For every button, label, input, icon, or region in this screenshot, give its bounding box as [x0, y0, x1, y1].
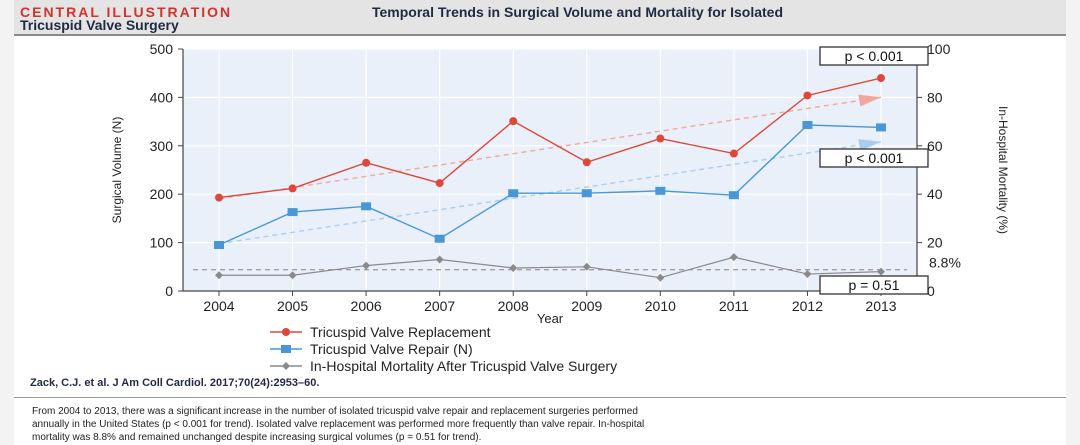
repair-point — [434, 234, 445, 243]
left-tick-label: 0 — [165, 283, 173, 299]
repair-point — [802, 120, 813, 129]
right-tick-label: 40 — [927, 186, 943, 202]
mortality-legend-label: In-Hospital Mortality After Tricuspid Va… — [310, 358, 617, 374]
caption-line-2: annually in the United States (p < 0.001… — [32, 419, 645, 430]
repair-legend-label: Tricuspid Valve Repair (N) — [310, 341, 473, 357]
repair-pvalue-box — [819, 148, 929, 168]
figure-title-line-1: Temporal Trends in Surgical Volume and M… — [372, 4, 783, 20]
mortality-point — [877, 267, 885, 276]
citation: Zack, C.J. et al. J Am Coll Cardiol. 201… — [30, 377, 320, 389]
right-margin — [1066, 0, 1080, 445]
x-tick-label: 2005 — [277, 298, 308, 314]
mortality-pvalue-box — [819, 275, 929, 295]
repair-point — [214, 241, 224, 250]
mortality-point — [215, 271, 223, 280]
replacement-point — [435, 179, 444, 188]
mortality-point — [362, 261, 371, 270]
repair-point — [361, 202, 372, 211]
mortality-pvalue: p = 0.51 — [849, 277, 900, 293]
figure-caption: From 2004 to 2013, there was a significa… — [32, 405, 1052, 444]
replacement-legend-marker — [282, 328, 290, 336]
x-tick-label: 2009 — [571, 298, 602, 314]
left-tick-label: 100 — [150, 235, 174, 251]
figure-header — [14, 0, 1066, 34]
replacement-point — [729, 149, 738, 158]
x-tick-label: 2007 — [424, 298, 455, 314]
repair-legend-marker — [281, 345, 291, 353]
left-tick-label: 500 — [150, 41, 174, 57]
replacement-point — [803, 91, 812, 100]
x-tick-label: 2004 — [203, 298, 234, 314]
replacement-point — [509, 117, 518, 126]
replacement-trend-arrow — [858, 94, 881, 107]
left-margin — [0, 0, 14, 445]
x-axis-label: Year — [537, 311, 564, 326]
mortality-point — [582, 262, 591, 271]
left-axis-label: Surgical Volume (N) — [110, 117, 124, 224]
left-tick-label: 200 — [150, 186, 174, 202]
x-tick-label: 2010 — [645, 298, 676, 314]
right-tick-label: 60 — [927, 138, 943, 154]
repair-series-line — [218, 124, 882, 246]
replacement-point — [656, 134, 665, 143]
repair-point — [655, 186, 666, 195]
repair-point — [876, 123, 886, 132]
x-tick-label: 2011 — [719, 298, 749, 314]
repair-point — [581, 189, 592, 198]
replacement-point — [877, 74, 885, 83]
replacement-point — [215, 193, 223, 202]
replacement-point — [582, 158, 591, 167]
left-tick-label: 300 — [150, 138, 174, 154]
repair-point — [728, 191, 739, 200]
replacement-point — [362, 158, 371, 167]
plot-area — [183, 49, 917, 291]
x-tick-label: 2006 — [351, 298, 382, 314]
mortality-point — [656, 273, 665, 282]
mortality-legend-marker — [282, 362, 290, 370]
right-tick-label: 20 — [927, 235, 943, 251]
repair-point — [287, 208, 298, 217]
figure-title-line-2: Tricuspid Valve Surgery — [20, 17, 179, 33]
caption-line-1: From 2004 to 2013, there was a significa… — [32, 406, 638, 417]
central-illustration-tag: CENTRAL ILLUSTRATION — [20, 4, 233, 20]
right-tick-label: 0 — [927, 283, 935, 299]
replacement-pvalue: p < 0.001 — [845, 48, 904, 64]
repair-point — [508, 189, 519, 198]
right-tick-label: 100 — [927, 41, 951, 57]
caption-line-3: mortality was 8.8% and remained unchange… — [32, 432, 482, 443]
mortality-point — [729, 253, 738, 262]
mortality-series-line — [219, 256, 882, 279]
trend-chart: 0 100 200 300 400 500 0 20 40 60 80 100 2004 2005 2006… — [110, 41, 1010, 374]
replacement-series-line — [218, 77, 882, 199]
mortality-point — [803, 270, 812, 279]
left-tick-label: 400 — [150, 89, 174, 105]
mortality-point — [288, 271, 297, 280]
right-axis-label: In-Hospital Mortality (%) — [996, 106, 1010, 234]
x-tick-label: 2012 — [792, 298, 823, 314]
right-tick-label: 80 — [927, 89, 943, 105]
x-tick-label: 2008 — [498, 298, 529, 314]
replacement-trend-line — [218, 96, 882, 200]
repair-pvalue: p < 0.001 — [845, 150, 904, 166]
replacement-legend-label: Tricuspid Valve Replacement — [310, 324, 491, 340]
mortality-point — [509, 264, 518, 273]
replacement-point — [288, 184, 297, 193]
header-divider — [14, 34, 1066, 36]
mortality-reference-label: 8.8% — [929, 255, 961, 271]
replacement-pvalue-box — [819, 46, 929, 66]
caption-divider — [14, 397, 1066, 398]
repair-trend-arrow — [858, 139, 881, 152]
x-tick-label: 2013 — [865, 298, 896, 314]
